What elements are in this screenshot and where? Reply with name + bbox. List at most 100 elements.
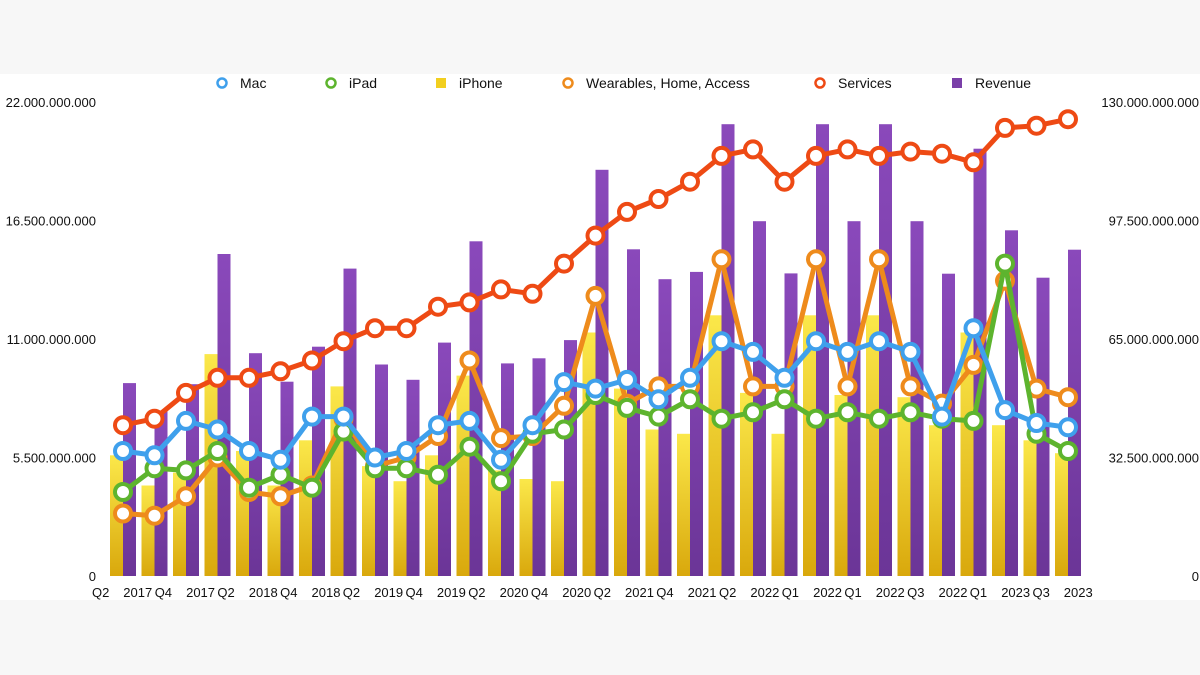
x-tick-label: Q2 <box>343 585 360 600</box>
point-mac <box>270 449 291 470</box>
bar-revenue <box>217 254 231 576</box>
bar-revenue <box>753 221 766 576</box>
legend-item-mac: Mac <box>216 75 266 91</box>
x-tick-label: 2022 <box>750 585 779 600</box>
bar-iphone <box>771 433 785 576</box>
point-services <box>617 201 637 222</box>
bar-iphone <box>362 466 375 576</box>
point-mac <box>869 331 889 352</box>
point-ipad <box>1058 441 1078 461</box>
point-wearables-home-access <box>806 249 826 270</box>
point-services <box>176 382 196 403</box>
bar-iphone <box>614 388 627 576</box>
point-services <box>113 415 133 436</box>
point-mac <box>995 400 1015 421</box>
x-tick-label: Q2 <box>594 585 611 600</box>
point-services <box>806 145 826 166</box>
point-mac <box>491 449 511 470</box>
bar-iphone <box>236 451 249 576</box>
left-axis: 0 5.500.000.000 11.000.000.000 16.500.000.0… <box>6 95 96 584</box>
point-ipad <box>176 460 196 481</box>
bar-iphone <box>960 332 974 576</box>
point-services <box>144 408 165 429</box>
point-services <box>428 296 448 317</box>
point-mac <box>113 441 133 461</box>
point-mac <box>144 445 165 466</box>
point-ipad <box>680 389 700 410</box>
point-ipad <box>806 408 826 429</box>
bar-revenue <box>532 358 546 576</box>
bar-revenue <box>469 241 483 577</box>
point-services <box>1026 115 1047 136</box>
point-wearables-home-access <box>144 505 165 526</box>
legend-item-ipad: iPad <box>325 75 377 91</box>
bar-iphone <box>141 485 155 576</box>
x-tick-label: 2019 <box>437 585 466 600</box>
point-wearables-home-access <box>491 428 511 449</box>
combo-chart: Mac iPad iPhone Wearables, Home, Access Serv… <box>6 75 1199 600</box>
bar-layer <box>110 124 1081 577</box>
x-tick-label: 2022 <box>876 585 905 600</box>
legend-label: iPad <box>349 75 377 91</box>
point-services <box>491 279 511 300</box>
point-mac <box>239 441 259 461</box>
x-tick-label: Q4 <box>280 585 297 600</box>
bar-revenue <box>595 169 609 577</box>
bar-iphone <box>519 479 533 576</box>
bar-revenue <box>658 279 672 576</box>
y-right-tick-label: 65.000.000.000 <box>1109 332 1199 347</box>
legend-item-services: Services <box>814 75 892 91</box>
x-tick-label: Q1 <box>782 585 799 600</box>
point-ipad <box>711 408 732 429</box>
x-tick-label: Q4 <box>406 585 423 600</box>
x-tick-label: Q1 <box>844 585 861 600</box>
point-ipad <box>963 410 984 431</box>
point-mac <box>585 378 606 399</box>
y-left-tick-label: 0 <box>89 569 96 584</box>
point-wearables-home-access <box>869 249 889 270</box>
point-mac <box>459 410 480 431</box>
right-axis: 0 32.500.000.000 65.000.000.000 97.500.000.… <box>1101 95 1199 584</box>
x-tick-label: Q2 <box>92 585 109 600</box>
x-tick-label: Q4 <box>531 585 548 600</box>
point-wearables-home-access <box>900 376 921 397</box>
point-ipad <box>491 471 511 492</box>
point-ipad <box>900 402 921 423</box>
point-wearables-home-access <box>743 376 763 397</box>
point-services <box>900 141 921 162</box>
point-ipad <box>239 477 259 498</box>
legend-swatch <box>814 77 826 89</box>
y-right-tick-label: 130.000.000.000 <box>1101 95 1199 110</box>
point-services <box>648 189 669 209</box>
point-wearables-home-access <box>1058 387 1078 408</box>
bar-revenue <box>249 353 262 576</box>
point-mac <box>554 372 574 393</box>
y-left-tick-label: 5.500.000.000 <box>13 451 96 466</box>
x-tick-label: 2020 <box>500 585 529 600</box>
legend-swatch <box>216 77 228 89</box>
point-mac <box>617 369 637 390</box>
legend-swatch <box>952 78 962 88</box>
y-left-tick-label: 11.000.000.000 <box>7 332 96 347</box>
bar-iphone <box>425 455 438 576</box>
bar-revenue <box>406 379 420 576</box>
legend-swatch <box>436 78 446 88</box>
x-tick-label: Q4 <box>656 585 673 600</box>
point-mac <box>522 415 543 436</box>
bar-iphone <box>834 395 848 576</box>
bar-iphone <box>708 315 722 576</box>
point-mac <box>837 341 858 362</box>
point-ipad <box>743 402 763 423</box>
x-tick-label: 2022 <box>939 585 968 600</box>
point-mac <box>1026 413 1047 433</box>
point-mac <box>396 441 417 461</box>
point-wearables-home-access <box>459 350 480 371</box>
point-wearables-home-access <box>270 486 291 507</box>
point-services <box>680 171 700 192</box>
bar-iphone <box>866 315 879 576</box>
point-services <box>774 171 795 192</box>
point-ipad <box>648 406 669 427</box>
bar-iphone <box>1055 453 1068 576</box>
x-tick-label: 2018 <box>312 585 341 600</box>
point-ipad <box>617 397 637 418</box>
